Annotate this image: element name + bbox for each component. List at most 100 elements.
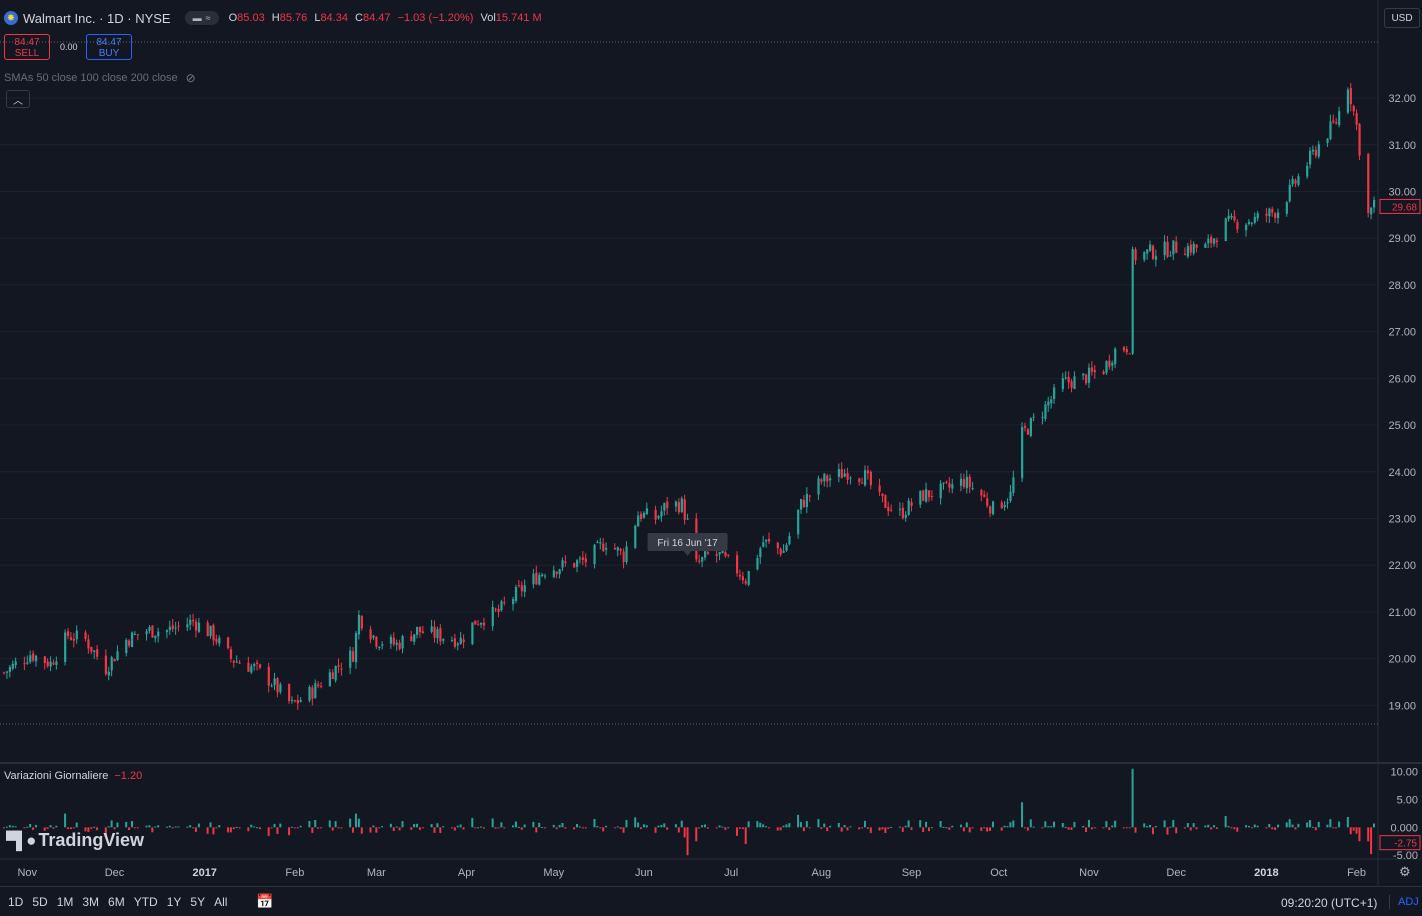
candle-body: [136, 634, 140, 636]
tradingview-logo[interactable]: ▀▌● TradingView: [6, 830, 144, 851]
candle-body: [514, 587, 518, 601]
range-1d[interactable]: 1D: [8, 895, 24, 909]
candle-body: [372, 635, 375, 638]
candle-body: [290, 699, 294, 701]
time-tick-label: Dec: [1166, 867, 1186, 879]
change-bar: [413, 824, 416, 828]
change-bar: [980, 827, 983, 831]
candle-body: [459, 637, 462, 644]
currency-selector[interactable]: USD: [1384, 8, 1420, 28]
candle-body: [72, 638, 76, 641]
candle-body: [151, 625, 154, 638]
range-6m[interactable]: 6M: [108, 895, 125, 909]
change-bar: [369, 827, 372, 833]
candle-body: [701, 557, 704, 562]
sma-legend[interactable]: SMAs 50 close 100 close 200 close ⊘: [4, 71, 196, 85]
change-bar: [1268, 823, 1271, 828]
candle-body: [337, 665, 340, 667]
change-bar: [395, 826, 398, 828]
candle-body: [194, 621, 198, 631]
candle-body: [802, 499, 806, 508]
change-bar: [1166, 827, 1169, 835]
change-bar: [1122, 827, 1125, 829]
candle-body: [171, 625, 174, 630]
crosshair-date-label: Fri 16 Jun '17: [657, 538, 718, 549]
candle-body: [1349, 88, 1352, 105]
candle-body: [837, 469, 840, 477]
candle-body: [922, 490, 925, 501]
candle-body: [1183, 253, 1187, 256]
symbol-toggle[interactable]: ▬ ≈: [184, 11, 219, 25]
change-bar: [5, 826, 8, 828]
range-5d[interactable]: 5D: [32, 895, 48, 909]
candle-body: [296, 699, 299, 704]
change-bar: [721, 826, 724, 828]
candle-body: [849, 477, 852, 479]
sell-button[interactable]: 84.47 SELL: [4, 34, 50, 60]
candle-body: [1370, 207, 1373, 215]
change-bar: [701, 825, 704, 828]
candle-body: [43, 656, 46, 664]
candle-body: [1352, 105, 1355, 112]
change-bar: [1108, 827, 1111, 831]
candle-body: [1285, 202, 1288, 214]
change-bar: [471, 817, 474, 828]
change-bar: [93, 826, 96, 828]
candle-body: [276, 678, 279, 693]
change-bar: [23, 827, 26, 829]
range-1m[interactable]: 1M: [56, 895, 74, 909]
candle-body: [741, 576, 745, 581]
change-bar: [948, 827, 951, 830]
candle-body: [1029, 418, 1032, 437]
change-bar: [616, 826, 619, 828]
change-bar: [250, 824, 253, 828]
buy-button[interactable]: 84.47 BUY: [86, 34, 132, 60]
candle-body: [1009, 491, 1012, 502]
candle-body: [884, 495, 887, 508]
change-bar: [517, 826, 520, 828]
candle-body: [354, 633, 358, 663]
change-bar: [901, 827, 904, 832]
change-bar: [951, 825, 954, 828]
candle-body: [1154, 256, 1158, 260]
adj-toggle[interactable]: ADJ: [1398, 896, 1419, 908]
time-tick-label: Oct: [990, 867, 1007, 879]
range-5y[interactable]: 5Y: [190, 895, 206, 909]
change-bar: [532, 821, 535, 828]
candle-body: [186, 624, 189, 628]
candle-body: [718, 552, 721, 555]
change-bar: [724, 827, 727, 830]
range-1y[interactable]: 1Y: [166, 895, 182, 909]
price-tick-label: 32.00: [1388, 93, 1416, 105]
change-bar: [311, 827, 314, 833]
eye-hidden-icon[interactable]: ⊘: [185, 71, 196, 85]
change-bar: [1311, 826, 1314, 828]
collapse-legend-button[interactable]: ︿: [6, 90, 30, 108]
range-3m[interactable]: 3M: [82, 895, 100, 909]
calendar-goto-icon[interactable]: 📅: [256, 893, 274, 909]
range-all[interactable]: All: [214, 895, 228, 909]
candle-body: [299, 700, 302, 702]
change-bar: [1352, 827, 1355, 831]
candle-body: [503, 602, 506, 604]
candle-body: [1204, 244, 1207, 248]
candle-body: [256, 662, 259, 664]
candle-body: [799, 499, 803, 510]
candle-body: [436, 629, 439, 639]
candle-body: [1338, 111, 1341, 125]
candle-body: [544, 575, 547, 577]
settings-gear-icon[interactable]: ⚙: [1399, 864, 1411, 879]
clock-timezone[interactable]: 09:20:20 (UTC+1): [1281, 896, 1378, 910]
symbol-title[interactable]: Walmart Inc. · 1D · NYSE: [23, 10, 171, 26]
range-ytd[interactable]: YTD: [133, 895, 158, 909]
time-tick-label: Feb: [285, 867, 304, 879]
change-bar: [1274, 827, 1277, 830]
change-bar: [125, 821, 128, 828]
change-bar: [1210, 827, 1213, 830]
price-tick-label: 26.00: [1388, 373, 1416, 385]
open-key: O: [228, 12, 238, 24]
candle-body: [247, 662, 250, 672]
lower-indicator-legend[interactable]: Variazioni Giornaliere −1.20: [4, 770, 142, 782]
change-bar: [14, 826, 17, 828]
